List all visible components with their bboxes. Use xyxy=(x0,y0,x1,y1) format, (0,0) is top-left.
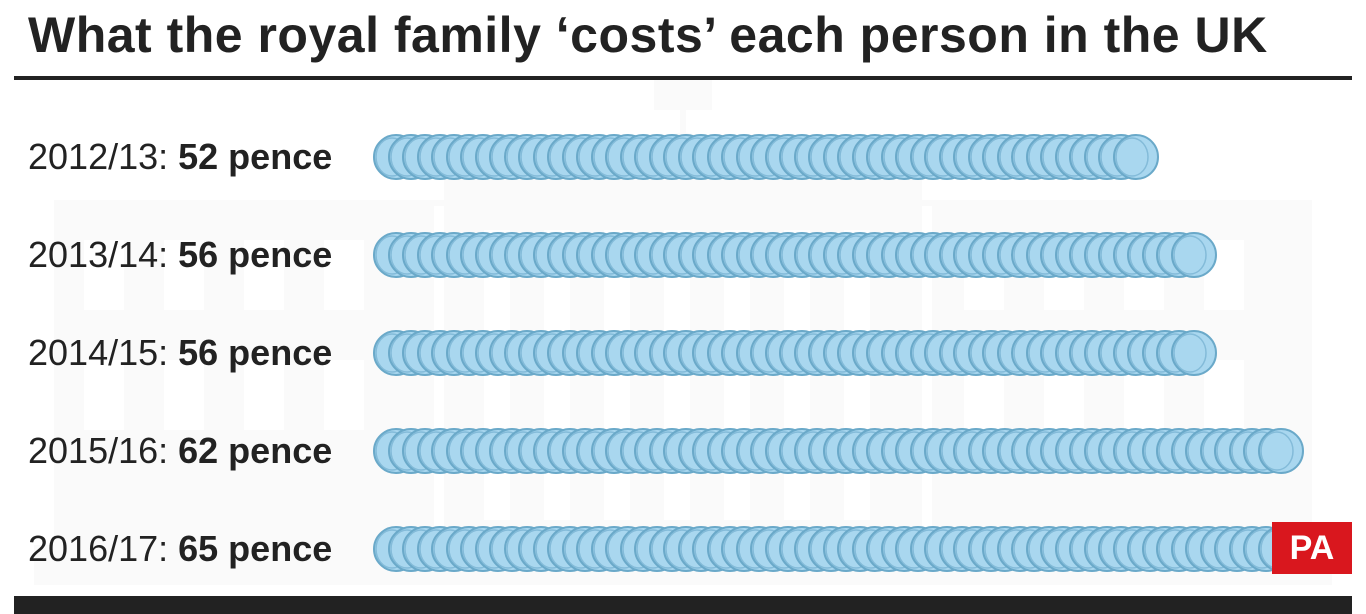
row-year: 2012/13: xyxy=(28,136,178,177)
rows-container: 2012/13: 52 pence2013/14: 56 pence2014/1… xyxy=(28,108,1338,598)
row-value: 52 pence xyxy=(178,136,332,177)
row-label: 2012/13: 52 pence xyxy=(28,136,332,178)
data-row: 2013/14: 56 pence xyxy=(28,206,1338,304)
pa-badge-text: PA xyxy=(1290,529,1335,568)
coin-icon xyxy=(1257,427,1305,475)
row-year: 2015/16: xyxy=(28,430,178,471)
top-rule xyxy=(14,76,1352,80)
chart-title: What the royal family ‘costs’ each perso… xyxy=(28,6,1268,64)
coin-icon xyxy=(1170,231,1218,279)
pa-badge: PA xyxy=(1272,522,1352,574)
bottom-rule xyxy=(14,596,1352,614)
row-year: 2014/15: xyxy=(28,332,178,373)
row-label: 2015/16: 62 pence xyxy=(28,430,332,472)
infographic-canvas: What the royal family ‘costs’ each perso… xyxy=(0,0,1366,614)
row-year: 2013/14: xyxy=(28,234,178,275)
row-label: 2013/14: 56 pence xyxy=(28,234,332,276)
row-value: 56 pence xyxy=(178,234,332,275)
data-row: 2014/15: 56 pence xyxy=(28,304,1338,402)
coin-icon xyxy=(1170,329,1218,377)
row-label: 2014/15: 56 pence xyxy=(28,332,332,374)
coin-icon xyxy=(1112,133,1160,181)
data-row: 2016/17: 65 pence xyxy=(28,500,1338,598)
row-value: 65 pence xyxy=(178,528,332,569)
row-label: 2016/17: 65 pence xyxy=(28,528,332,570)
row-value: 62 pence xyxy=(178,430,332,471)
data-row: 2012/13: 52 pence xyxy=(28,108,1338,206)
row-value: 56 pence xyxy=(178,332,332,373)
data-row: 2015/16: 62 pence xyxy=(28,402,1338,500)
row-year: 2016/17: xyxy=(28,528,178,569)
